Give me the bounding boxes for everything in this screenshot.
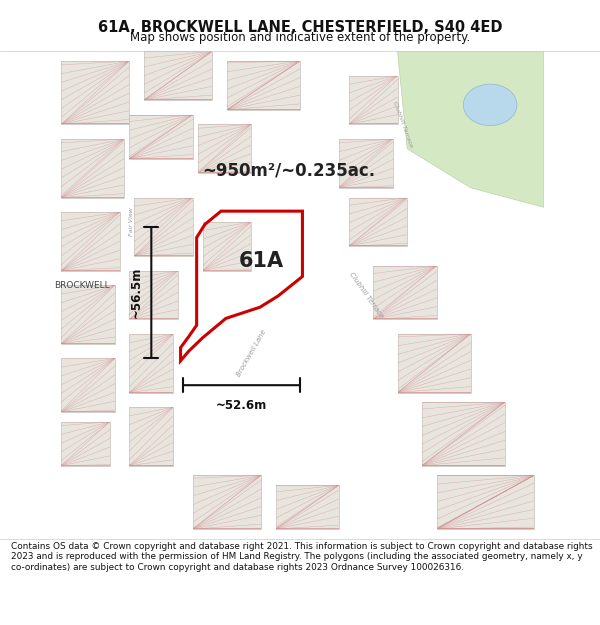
Text: ~950m²/~0.235ac.: ~950m²/~0.235ac. <box>203 162 376 180</box>
Polygon shape <box>275 485 339 529</box>
Polygon shape <box>144 51 212 100</box>
Text: Contains OS data © Crown copyright and database right 2021. This information is : Contains OS data © Crown copyright and d… <box>11 542 592 572</box>
Polygon shape <box>349 76 398 124</box>
Text: 61A, BROCKWELL LANE, CHESTERFIELD, S40 4ED: 61A, BROCKWELL LANE, CHESTERFIELD, S40 4… <box>98 20 502 35</box>
Polygon shape <box>398 51 544 208</box>
Polygon shape <box>61 139 124 198</box>
Polygon shape <box>61 358 115 412</box>
Polygon shape <box>437 476 534 529</box>
Polygon shape <box>61 422 110 466</box>
Polygon shape <box>61 212 119 271</box>
Polygon shape <box>134 198 193 256</box>
Polygon shape <box>130 407 173 466</box>
Text: ~56.5m: ~56.5m <box>130 267 143 318</box>
Polygon shape <box>398 334 470 392</box>
Polygon shape <box>227 61 300 110</box>
Polygon shape <box>203 222 251 271</box>
Polygon shape <box>197 124 251 173</box>
Text: 61A: 61A <box>238 251 284 271</box>
Text: Map shows position and indicative extent of the property.: Map shows position and indicative extent… <box>130 31 470 44</box>
Text: Clubhill Terrace: Clubhill Terrace <box>392 101 413 148</box>
Polygon shape <box>130 114 193 159</box>
Polygon shape <box>349 198 407 246</box>
Text: BROCKWELL: BROCKWELL <box>54 281 109 290</box>
Polygon shape <box>193 476 261 529</box>
Text: Brockwell Lane: Brockwell Lane <box>235 329 267 378</box>
Polygon shape <box>130 334 173 392</box>
Polygon shape <box>130 271 178 319</box>
Text: ~52.6m: ~52.6m <box>216 399 267 412</box>
Ellipse shape <box>463 84 517 126</box>
Polygon shape <box>339 139 392 188</box>
Polygon shape <box>373 266 437 319</box>
Polygon shape <box>61 285 115 344</box>
Text: Fair View: Fair View <box>130 208 134 236</box>
Text: Clubhill Terrace: Clubhill Terrace <box>348 271 384 319</box>
Polygon shape <box>61 61 130 124</box>
Polygon shape <box>422 402 505 466</box>
